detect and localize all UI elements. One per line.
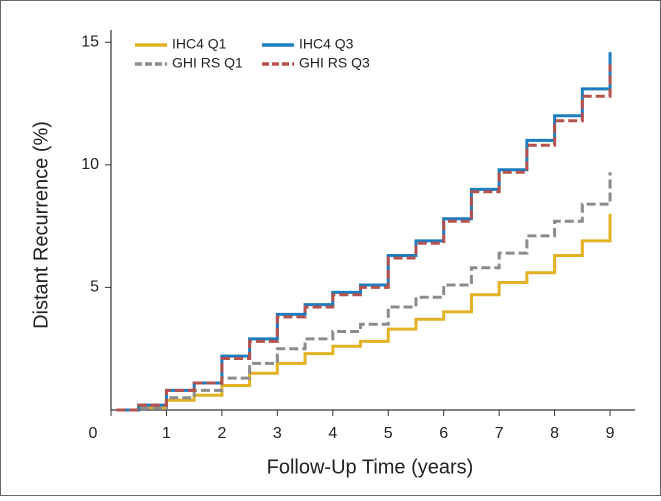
x-tick-label: 4 bbox=[328, 425, 337, 442]
y-tick-label: 15 bbox=[81, 33, 99, 50]
legend-label: IHC4 Q1 bbox=[172, 36, 227, 52]
y-tick-label: 5 bbox=[90, 279, 99, 296]
x-tick-label: 2 bbox=[217, 425, 226, 442]
x-tick-label: 9 bbox=[606, 425, 615, 442]
legend-label: IHC4 Q3 bbox=[299, 36, 354, 52]
y-tick-label: 10 bbox=[81, 156, 99, 173]
x-tick-label: 7 bbox=[495, 425, 504, 442]
y-axis-label: Distant Recurrence (%) bbox=[30, 121, 52, 329]
legend-label: GHI RS Q3 bbox=[299, 55, 370, 71]
x-tick-label: 5 bbox=[384, 425, 393, 442]
x-tick-label: 3 bbox=[273, 425, 282, 442]
x-tick-label: 1 bbox=[162, 425, 171, 442]
series-line bbox=[116, 64, 612, 412]
x-axis-label: Follow-Up Time (years) bbox=[267, 456, 474, 478]
x-tick-label: 0 bbox=[89, 425, 98, 442]
legend-label: GHI RS Q1 bbox=[172, 55, 243, 71]
series-line bbox=[116, 172, 612, 412]
series-line bbox=[116, 213, 612, 412]
x-tick-label: 8 bbox=[550, 425, 559, 442]
x-tick-label: 6 bbox=[439, 425, 448, 442]
